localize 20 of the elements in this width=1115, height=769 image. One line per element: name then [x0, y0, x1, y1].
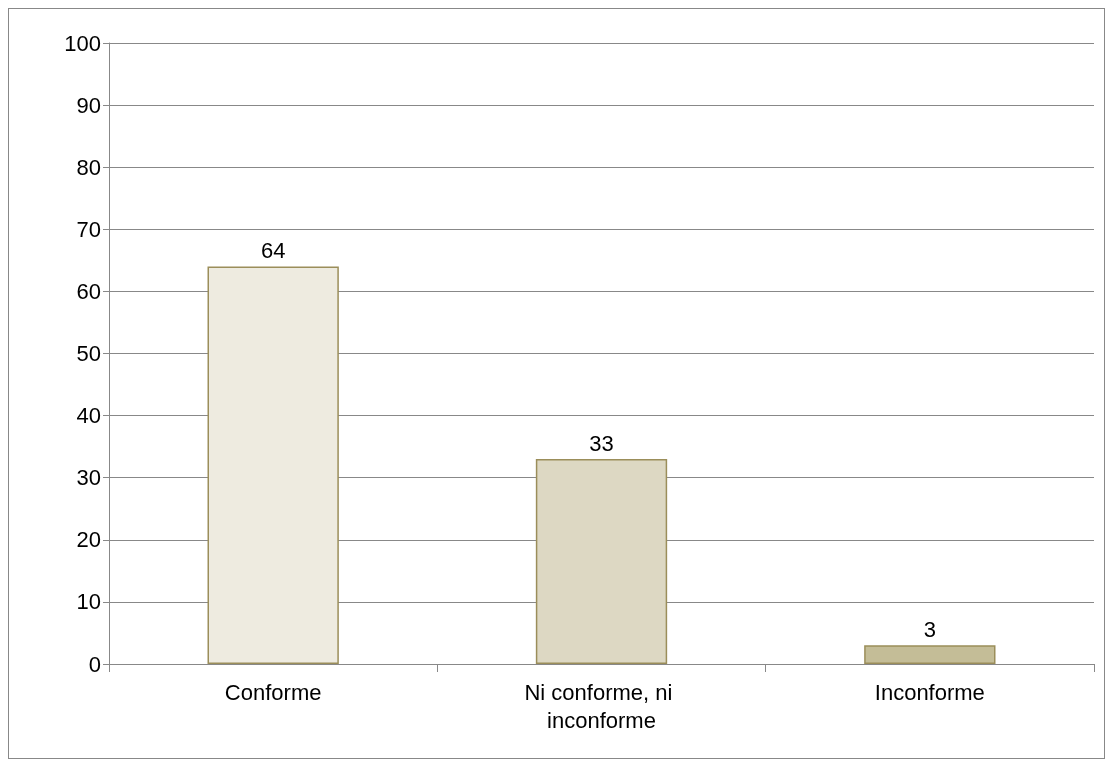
- y-tick-label: 20: [76, 527, 101, 553]
- x-tick-label: Ni conforme, ni inconforme: [524, 679, 679, 733]
- y-tick-label: 50: [76, 341, 101, 366]
- bar: [864, 645, 996, 664]
- y-tick-label: 80: [76, 154, 101, 180]
- y-tick-label: 30: [76, 465, 101, 491]
- y-tick-label: 70: [76, 216, 101, 242]
- y-tick-label: 60: [76, 278, 101, 304]
- data-label: 3: [923, 616, 936, 642]
- bar: [207, 266, 339, 664]
- y-tick-label: 0: [88, 651, 101, 677]
- y-tick-label: 40: [76, 403, 101, 429]
- y-tick-label: 10: [76, 589, 101, 615]
- data-label: 64: [260, 238, 286, 264]
- y-tick-label: 100: [64, 30, 101, 56]
- x-tick-label: Inconforme: [874, 679, 985, 705]
- x-tick-label: Conforme: [224, 679, 322, 705]
- bar: [535, 459, 668, 664]
- data-label: 33: [589, 430, 614, 456]
- y-tick-label: 90: [76, 92, 101, 118]
